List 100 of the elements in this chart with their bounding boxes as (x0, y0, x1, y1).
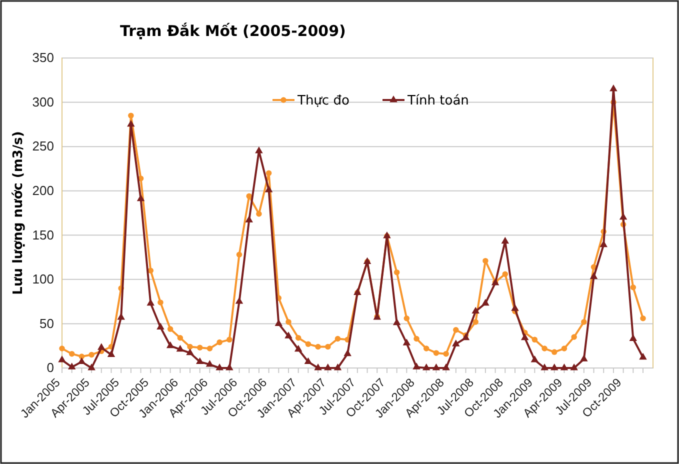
y-tick-label: 350 (32, 50, 54, 66)
point (472, 306, 480, 314)
point (412, 362, 420, 370)
point (304, 357, 312, 364)
point (98, 343, 106, 350)
point (334, 336, 341, 342)
point (146, 298, 154, 306)
point (472, 319, 478, 325)
point (453, 327, 459, 333)
point (59, 346, 65, 352)
point (571, 334, 577, 340)
point (255, 146, 263, 154)
point (570, 364, 578, 370)
point (442, 364, 450, 370)
y-tick-label: 150 (32, 227, 54, 242)
point (532, 336, 538, 343)
point (156, 322, 164, 330)
legend-label: Thực đo (296, 94, 350, 109)
point (256, 211, 262, 217)
point (542, 346, 548, 352)
point (88, 352, 94, 358)
point (264, 185, 273, 192)
point (520, 333, 529, 340)
point (196, 344, 203, 350)
point (246, 193, 252, 200)
point (502, 271, 508, 277)
point (482, 298, 490, 306)
point (128, 112, 134, 118)
point (78, 357, 86, 364)
point (551, 349, 558, 355)
point (501, 236, 510, 244)
point (639, 352, 647, 360)
point (334, 364, 342, 370)
point (404, 316, 410, 322)
point (127, 120, 135, 127)
point (432, 364, 440, 370)
point (235, 297, 244, 304)
point (511, 304, 519, 311)
point (560, 364, 568, 370)
y-tick-label: 0 (46, 360, 54, 376)
point (88, 364, 96, 370)
point (324, 364, 332, 370)
point (630, 284, 636, 290)
point (196, 357, 204, 364)
point (176, 344, 184, 352)
y-tick-label: 300 (32, 94, 54, 110)
point (422, 364, 430, 370)
point (640, 316, 646, 322)
point (226, 364, 234, 370)
point (284, 332, 292, 338)
point (392, 318, 401, 326)
point (423, 346, 430, 352)
point (226, 336, 232, 343)
point (286, 319, 292, 325)
point (206, 346, 213, 352)
point (186, 348, 194, 356)
point (550, 364, 558, 370)
point (206, 360, 214, 367)
point (78, 354, 85, 360)
point (610, 84, 618, 92)
point (305, 341, 312, 347)
point (629, 334, 638, 342)
point (540, 364, 548, 370)
point (414, 336, 420, 342)
point (68, 350, 75, 357)
point (158, 300, 164, 306)
y-axis-title: Lưu lượng nước (m3/s) (11, 131, 26, 295)
point (581, 319, 587, 325)
point (166, 341, 174, 348)
point (482, 258, 488, 264)
point (394, 269, 400, 276)
point (187, 344, 193, 350)
point (216, 339, 222, 346)
point (315, 344, 321, 350)
point (325, 344, 331, 350)
point (443, 350, 449, 357)
point (590, 272, 598, 280)
legend-label: Tính toán (406, 94, 469, 109)
point (452, 340, 460, 346)
point (294, 344, 302, 352)
point (433, 350, 440, 356)
point (107, 350, 116, 357)
y-tick-label: 200 (32, 183, 54, 198)
point (402, 338, 411, 346)
point (314, 364, 322, 370)
point (167, 326, 174, 332)
point (117, 313, 125, 320)
point (561, 346, 568, 352)
point (177, 335, 184, 341)
point (58, 356, 66, 362)
point (580, 354, 588, 362)
chart-title: Trạm Đắk Mốt (2005-2009) (120, 22, 346, 40)
point (245, 216, 253, 222)
point (530, 356, 539, 362)
y-tick-label: 50 (40, 316, 54, 331)
point (68, 362, 76, 370)
point (274, 319, 283, 326)
point (216, 364, 224, 370)
y-tick-label: 100 (32, 272, 54, 287)
y-tick-label: 250 (32, 138, 54, 154)
